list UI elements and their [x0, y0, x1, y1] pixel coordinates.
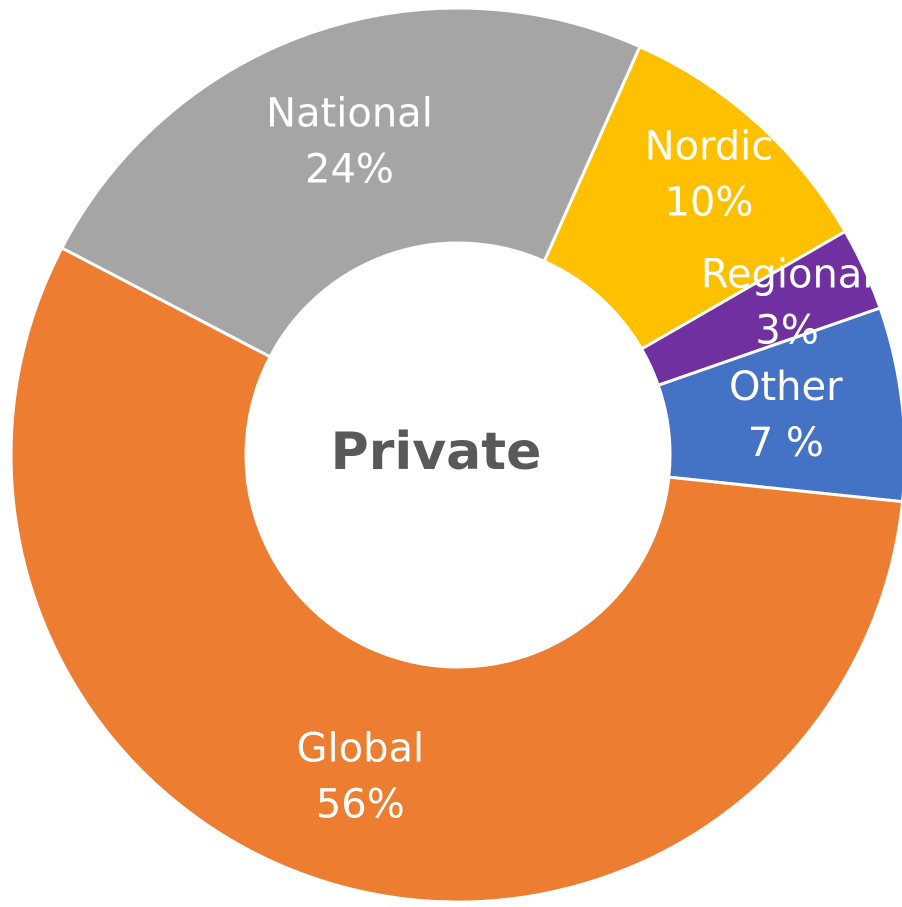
slice-label: Other: [729, 364, 843, 410]
donut-slice: [9, 245, 902, 904]
slice-value-label: 56%: [316, 782, 405, 828]
center-label: Private: [331, 422, 542, 482]
slice-value-label: 7 %: [748, 420, 824, 466]
slice-value-label: 24%: [305, 146, 394, 192]
slice-label: Nordic: [645, 123, 774, 169]
donut-slice: [59, 6, 642, 359]
slice-label: Global: [297, 726, 425, 772]
slice-label: National: [266, 90, 433, 136]
slice-label: Regional: [701, 251, 874, 297]
slice-value-label: 3%: [755, 307, 818, 353]
donut-slice: [656, 306, 902, 504]
slice-value-label: 10%: [664, 179, 753, 225]
